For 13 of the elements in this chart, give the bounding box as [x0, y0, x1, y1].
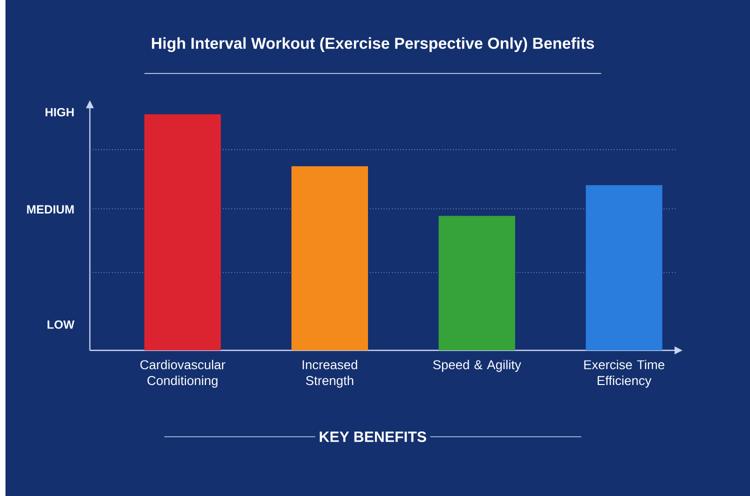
bar: [144, 114, 221, 350]
chart-title: High Interval Workout (Exercise Perspective Only) Benefits: [152, 37, 594, 52]
bar: [438, 216, 516, 350]
x-tick-label: Increased Strength: [302, 360, 358, 388]
x-tick-label: Cardiovascular Conditioning: [140, 360, 226, 388]
text: HIGH: [46, 108, 74, 116]
text: LOW: [48, 320, 74, 329]
bar: [291, 166, 368, 350]
text: MEDIUM: [27, 205, 74, 214]
bar: [586, 184, 662, 350]
x-tick-label: Exercise Time Efficiency: [584, 360, 664, 388]
x-axis-title: KEY BENEFITS: [320, 431, 426, 442]
x-tick-label: Speed & Agility: [433, 360, 522, 372]
